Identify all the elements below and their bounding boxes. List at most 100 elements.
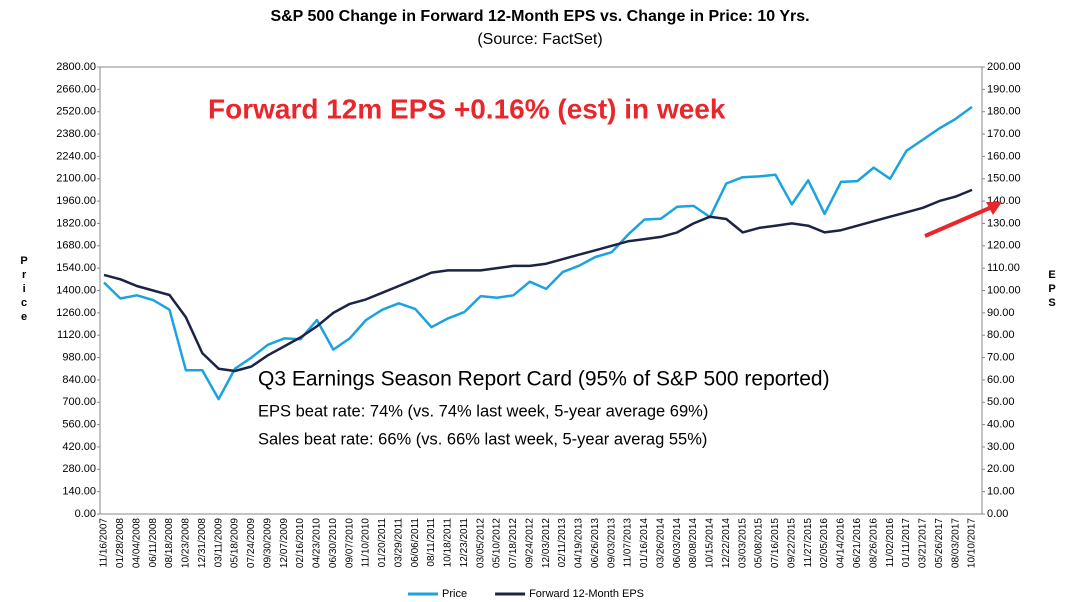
- annotation: EPS beat rate: 74% (vs. 74% last week, 5…: [258, 402, 708, 420]
- x-tick-label: 06/03/2014: [672, 518, 683, 568]
- x-tick-label: 05/18/2009: [230, 518, 241, 568]
- annotation: Q3 Earnings Season Report Card (95% of S…: [258, 368, 830, 391]
- y-axis-label: Price: [18, 255, 30, 325]
- chart-subtitle: (Source: FactSet): [477, 31, 602, 48]
- x-tick-label: 03/21/2017: [918, 518, 929, 568]
- x-tick-label: 05/26/2017: [934, 518, 945, 568]
- series-line: [103, 105, 973, 401]
- y2-tick-label: 200.00: [987, 61, 1021, 73]
- y2-tick-label: 40.00: [987, 419, 1015, 431]
- x-tick-label: 01/28/2008: [115, 518, 126, 568]
- x-tick-label: 10/23/2008: [181, 518, 192, 568]
- y-tick-label: 1120.00: [57, 329, 96, 341]
- series-line: [103, 188, 973, 373]
- y2-tick-label: 60.00: [987, 374, 1015, 386]
- x-tick-label: 12/07/2009: [279, 518, 290, 568]
- x-tick-label: 12/23/2011: [459, 518, 470, 568]
- y-tick-label: 1260.00: [56, 307, 96, 319]
- x-tick-label: 10/10/2017: [967, 518, 978, 568]
- x-tick-label: 10/15/2014: [705, 518, 716, 568]
- x-tick-label: 11/27/2015: [803, 518, 814, 568]
- x-tick-label: 10/18/2011: [443, 518, 454, 568]
- y-tick-label: 2100.00: [56, 173, 96, 185]
- x-tick-label: 12/22/2014: [721, 518, 732, 568]
- x-tick-label: 07/24/2009: [246, 518, 257, 568]
- x-tick-label: 06/11/2008: [148, 518, 159, 568]
- y-tick-label: 280.00: [62, 463, 96, 475]
- x-tick-label: 02/11/2013: [557, 518, 568, 568]
- y2-tick-label: 50.00: [987, 396, 1015, 408]
- y2-tick-label: 150.00: [987, 173, 1021, 185]
- x-tick-label: 05/08/2015: [754, 518, 765, 568]
- x-tick-label: 07/18/2012: [508, 518, 519, 568]
- x-tick-label: 11/07/2013: [623, 518, 634, 568]
- y-tick-label: 1540.00: [56, 262, 96, 274]
- y2-tick-label: 10.00: [987, 486, 1015, 498]
- legend-label: Forward 12-Month EPS: [529, 588, 644, 600]
- x-tick-label: 04/14/2016: [836, 518, 847, 568]
- x-tick-label: 03/11/2009: [213, 518, 224, 568]
- y2-axis-label: EPS: [1046, 269, 1058, 311]
- x-tick-label: 08/18/2008: [164, 518, 175, 568]
- x-tick-label: 02/16/2010: [295, 518, 306, 568]
- x-tick-label: 01/11/2017: [901, 518, 912, 568]
- y-tick-label: 840.00: [62, 374, 96, 386]
- x-tick-label: 02/05/2016: [819, 518, 830, 568]
- annotation: Forward 12m EPS +0.16% (est) in week: [208, 93, 726, 124]
- chart-title: S&P 500 Change in Forward 12-Month EPS v…: [270, 8, 809, 25]
- y2-tick-label: 100.00: [987, 284, 1021, 296]
- y-tick-label: 1400.00: [56, 284, 96, 296]
- x-tick-label: 04/23/2010: [312, 518, 323, 568]
- x-tick-label: 12/03/2012: [541, 518, 552, 568]
- y2-tick-label: 90.00: [987, 307, 1015, 319]
- x-tick-label: 01/20/2011: [377, 518, 388, 568]
- y2-tick-label: 180.00: [987, 106, 1021, 118]
- y2-tick-label: 80.00: [987, 329, 1015, 341]
- y-tick-label: 2380.00: [56, 128, 96, 140]
- x-tick-label: 03/03/2015: [737, 518, 748, 568]
- x-tick-label: 11/10/2010: [361, 518, 372, 568]
- x-tick-label: 01/16/2014: [639, 518, 650, 568]
- y-tick-label: 1820.00: [56, 217, 96, 229]
- x-tick-label: 08/26/2016: [868, 518, 879, 568]
- y2-tick-label: 190.00: [987, 83, 1021, 95]
- y2-tick-label: 160.00: [987, 150, 1021, 162]
- y2-tick-label: 120.00: [987, 240, 1021, 252]
- x-tick-label: 09/03/2013: [606, 518, 617, 568]
- x-tick-label: 08/08/2014: [688, 518, 699, 568]
- y-tick-label: 2660.00: [56, 83, 96, 95]
- y2-tick-label: 130.00: [987, 217, 1021, 229]
- x-tick-label: 09/24/2012: [524, 518, 535, 568]
- y2-tick-label: 110.00: [987, 262, 1020, 274]
- x-tick-label: 03/29/2011: [393, 518, 404, 568]
- x-tick-label: 04/19/2013: [574, 518, 585, 568]
- x-tick-label: 03/05/2012: [475, 518, 486, 568]
- y2-tick-label: 0.00: [987, 508, 1008, 520]
- y-tick-label: 1960.00: [56, 195, 96, 207]
- y-tick-label: 2800.00: [56, 61, 96, 73]
- y-tick-label: 140.00: [62, 486, 96, 498]
- y-tick-label: 2240.00: [56, 150, 96, 162]
- x-tick-label: 05/10/2012: [492, 518, 503, 568]
- x-tick-label: 08/11/2011: [426, 518, 437, 567]
- x-tick-label: 06/30/2010: [328, 518, 339, 568]
- x-tick-label: 11/02/2016: [885, 518, 896, 568]
- plot: 0.00 140.00 280.00 420.00 560.00 700.00 840.00…: [56, 61, 1020, 568]
- x-tick-label: 06/26/2013: [590, 518, 601, 568]
- x-tick-label: 12/31/2008: [197, 518, 208, 568]
- x-tick-label: 08/03/2017: [950, 518, 961, 568]
- x-tick-label: 09/30/2009: [262, 518, 273, 568]
- y-tick-label: 420.00: [62, 441, 96, 453]
- annotation: Sales beat rate: 66% (vs. 66% last week,…: [258, 430, 707, 448]
- y2-tick-label: 20.00: [987, 463, 1015, 475]
- y2-tick-label: 170.00: [987, 128, 1021, 140]
- x-tick-label: 06/06/2011: [410, 518, 421, 568]
- red-arrow: [924, 202, 1002, 238]
- x-tick-label: 09/07/2010: [344, 518, 355, 568]
- x-tick-label: 03/26/2014: [655, 518, 666, 568]
- x-tick-label: 04/04/2008: [131, 518, 142, 568]
- y2-tick-label: 30.00: [987, 441, 1015, 453]
- y-tick-label: 1680.00: [56, 240, 96, 252]
- legend-label: Price: [442, 588, 467, 600]
